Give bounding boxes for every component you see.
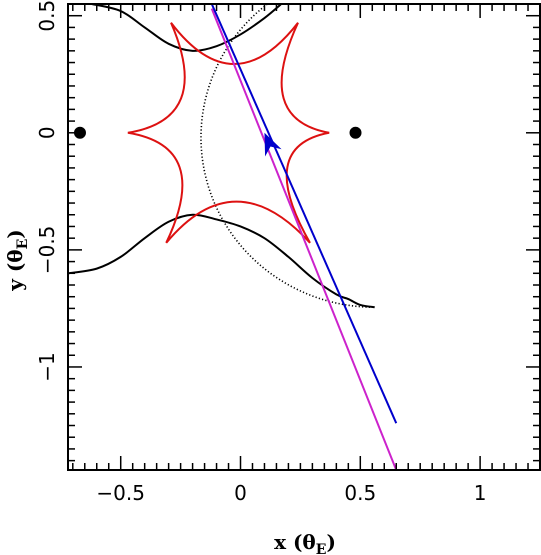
y-axis-label: y (θE) (3, 229, 31, 292)
alt-trajectory-line (210, 8, 398, 470)
x-axis-label: x (θE) (274, 530, 336, 555)
x-tick-label: 0.5 (344, 481, 376, 505)
lens-point-2 (349, 126, 362, 139)
x-tick-label: 1 (474, 481, 487, 505)
y-tick-label: −0.5 (35, 226, 59, 275)
critical-curve-upper (91, 4, 282, 52)
y-tick-label: 0.5 (35, 0, 59, 32)
tick-marks (68, 3, 541, 470)
plot-area (68, 4, 398, 470)
dotted-circle-curve (200, 4, 372, 309)
y-tick-label: 0 (35, 126, 59, 139)
tick-labels: −0.5 0 0.5 1 0.5 0 −0.5 −1 (35, 0, 486, 505)
trajectory-arrow-icon (264, 132, 282, 157)
source-trajectory-line (210, 4, 398, 424)
plot-frame (67, 3, 541, 471)
lens-points (73, 126, 362, 139)
x-tick-label: 0 (234, 481, 247, 505)
x-tick-label: −0.5 (96, 481, 145, 505)
caustic-curve (127, 22, 330, 244)
critical-curve-lower (68, 213, 375, 309)
y-tick-label: −1 (35, 352, 59, 381)
